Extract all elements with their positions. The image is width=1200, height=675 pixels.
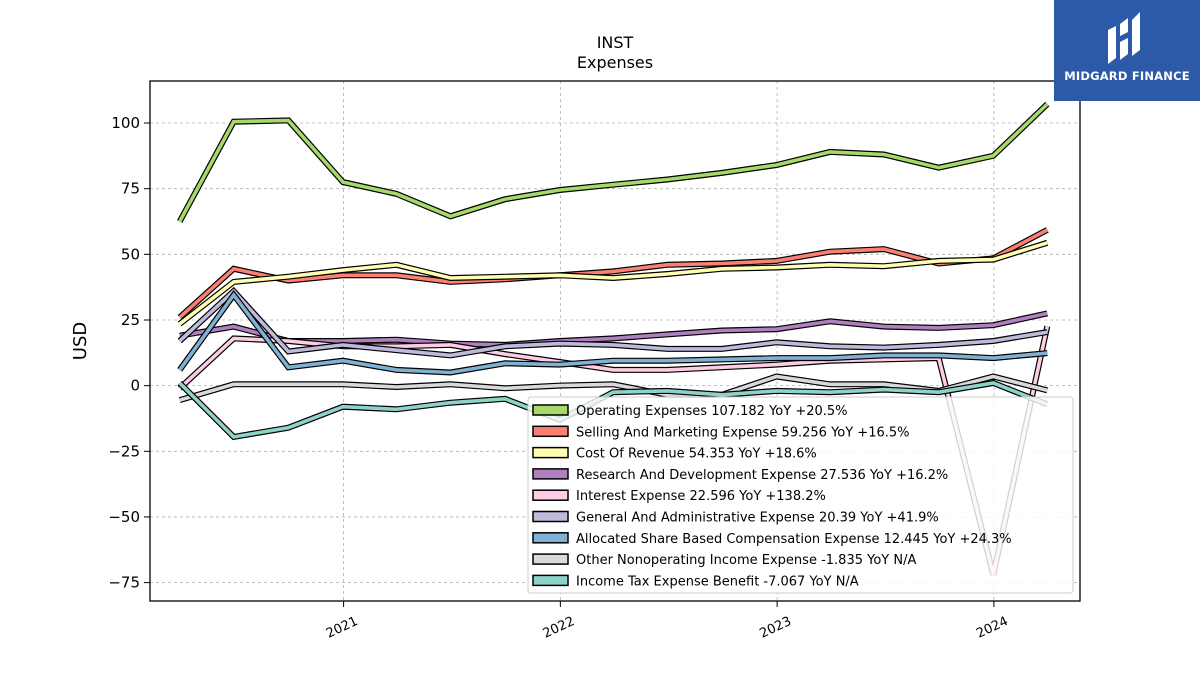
legend-entry-label: Interest Expense 22.596 YoY +138.2% xyxy=(576,489,826,504)
legend-entry-label: Selling And Marketing Expense 59.256 YoY… xyxy=(576,425,910,440)
x-tick-label: 2024 xyxy=(974,614,1010,642)
axes: 100 75 50 25 0 −25 −50 −75 2021 2022 2023 2024 xyxy=(108,114,1010,642)
legend-entry-label: Operating Expenses 107.182 YoY +20.5% xyxy=(576,404,848,419)
legend-entry-label: Cost Of Revenue 54.353 YoY +18.6% xyxy=(576,447,817,462)
legend-swatch xyxy=(532,425,569,438)
series-line xyxy=(178,381,1048,439)
series-line xyxy=(178,102,1049,223)
chart-title: INST xyxy=(597,33,634,52)
y-tick-label: −50 xyxy=(108,508,140,526)
series-income-tax-expense-benefit xyxy=(177,379,1049,441)
plot-frame xyxy=(149,80,1081,602)
legend-swatch xyxy=(532,404,569,416)
logo-text: MIDGARD FINANCE xyxy=(1064,69,1190,83)
x-tick-label: 2023 xyxy=(757,614,793,642)
series-line xyxy=(179,311,1048,347)
midgard-finance-logo: MIDGARD FINANCE xyxy=(1054,0,1200,101)
x-tick-label: 2021 xyxy=(324,614,360,642)
y-tick-label: 50 xyxy=(121,245,140,263)
series-lines xyxy=(177,101,1051,576)
y-axis-label: USD xyxy=(70,322,91,360)
y-tick-label: −25 xyxy=(108,442,140,460)
legend-swatch xyxy=(532,532,569,544)
x-tick-label: 2022 xyxy=(541,614,577,642)
series-allocated-share-based-compensation-expense xyxy=(177,289,1048,376)
legend-swatch xyxy=(532,446,569,459)
series-line xyxy=(178,241,1048,326)
series-line xyxy=(178,288,1048,358)
series-line xyxy=(179,374,1048,402)
series-cost-of-revenue xyxy=(177,239,1049,327)
legend-swatch xyxy=(532,574,569,587)
series-operating-expenses xyxy=(177,101,1050,223)
y-tick-label: 100 xyxy=(111,114,140,132)
legend-swatch xyxy=(532,553,569,565)
series-line xyxy=(178,291,1048,375)
series-selling-and-marketing-expense xyxy=(177,227,1049,320)
y-tick-label: 25 xyxy=(121,311,140,329)
chart-subtitle: Expenses xyxy=(577,53,653,72)
legend-box xyxy=(527,396,1074,594)
legend: Operating Expenses 107.182 YoY +20.5% Sel… xyxy=(527,396,1074,594)
legend-swatch xyxy=(532,510,569,523)
legend-entry-label: Allocated Share Based Compensation Expen… xyxy=(576,532,1012,547)
series-general-and-administrative-expense xyxy=(177,286,1048,359)
midgard-logo-icon xyxy=(1108,12,1140,64)
legend-entry-label: Research And Development Expense 27.536 … xyxy=(576,468,948,483)
legend-entry-label: Other Nonoperating Income Expense -1.835… xyxy=(576,553,916,568)
legend-entry-label: Income Tax Expense Benefit -7.067 YoY N/… xyxy=(576,574,859,589)
y-tick-label: −75 xyxy=(108,574,140,592)
series-line xyxy=(178,228,1049,319)
series-other-nonoperating-income-expense xyxy=(178,373,1049,403)
y-tick-label: 0 xyxy=(130,377,140,395)
y-tick-label: 75 xyxy=(121,180,140,198)
legend-swatch xyxy=(532,489,569,501)
series-research-and-development-expense xyxy=(179,310,1048,348)
legend-swatch xyxy=(532,468,569,480)
legend-entry-label: General And Administrative Expense 20.39… xyxy=(576,511,939,526)
